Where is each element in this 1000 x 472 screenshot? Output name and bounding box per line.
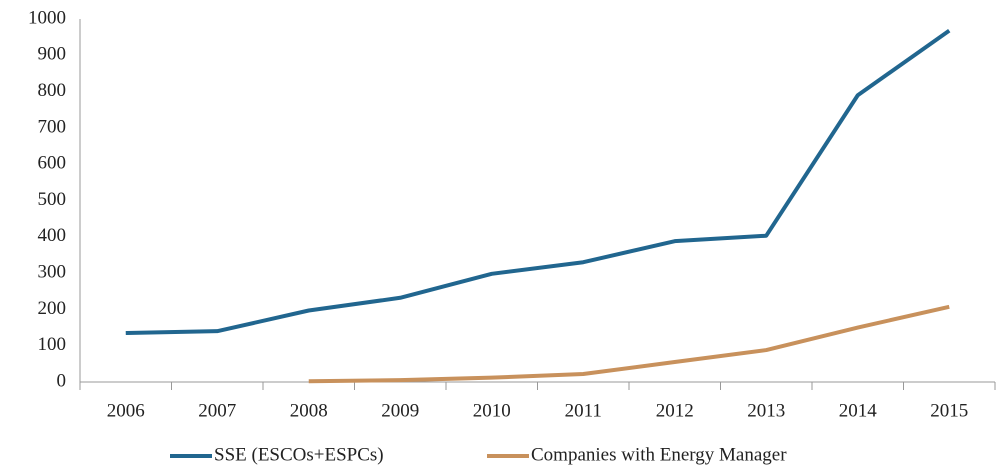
x-tick-label: 2011 [565,400,602,421]
y-tick-label: 800 [38,80,67,101]
y-tick-label: 0 [57,370,67,391]
legend-label: Companies with Energy Manager [531,444,787,465]
x-tick-label: 2013 [747,400,785,421]
x-tick-label: 2006 [107,400,145,421]
x-tick-label: 2010 [473,400,511,421]
y-tick-label: 1000 [28,7,66,28]
x-tick-label: 2015 [930,400,968,421]
y-tick-label: 900 [38,44,67,65]
legend-label: SSE (ESCOs+ESPCs) [214,444,384,465]
x-tick-label: 2012 [656,400,694,421]
x-tick-label: 2008 [290,400,328,421]
series-line [308,304,950,384]
y-tick-label: 500 [38,189,67,210]
y-tick-label: 400 [38,225,67,246]
y-tick-label: 300 [38,261,67,282]
x-tick-label: 2007 [198,400,236,421]
y-tick-label: 100 [38,334,67,355]
y-tick-label: 200 [38,298,67,319]
x-tick-label: 2014 [839,400,878,421]
y-tick-label: 700 [38,116,67,137]
y-tick-label: 600 [38,153,67,174]
x-tick-label: 2009 [381,400,419,421]
series-line [125,28,951,335]
